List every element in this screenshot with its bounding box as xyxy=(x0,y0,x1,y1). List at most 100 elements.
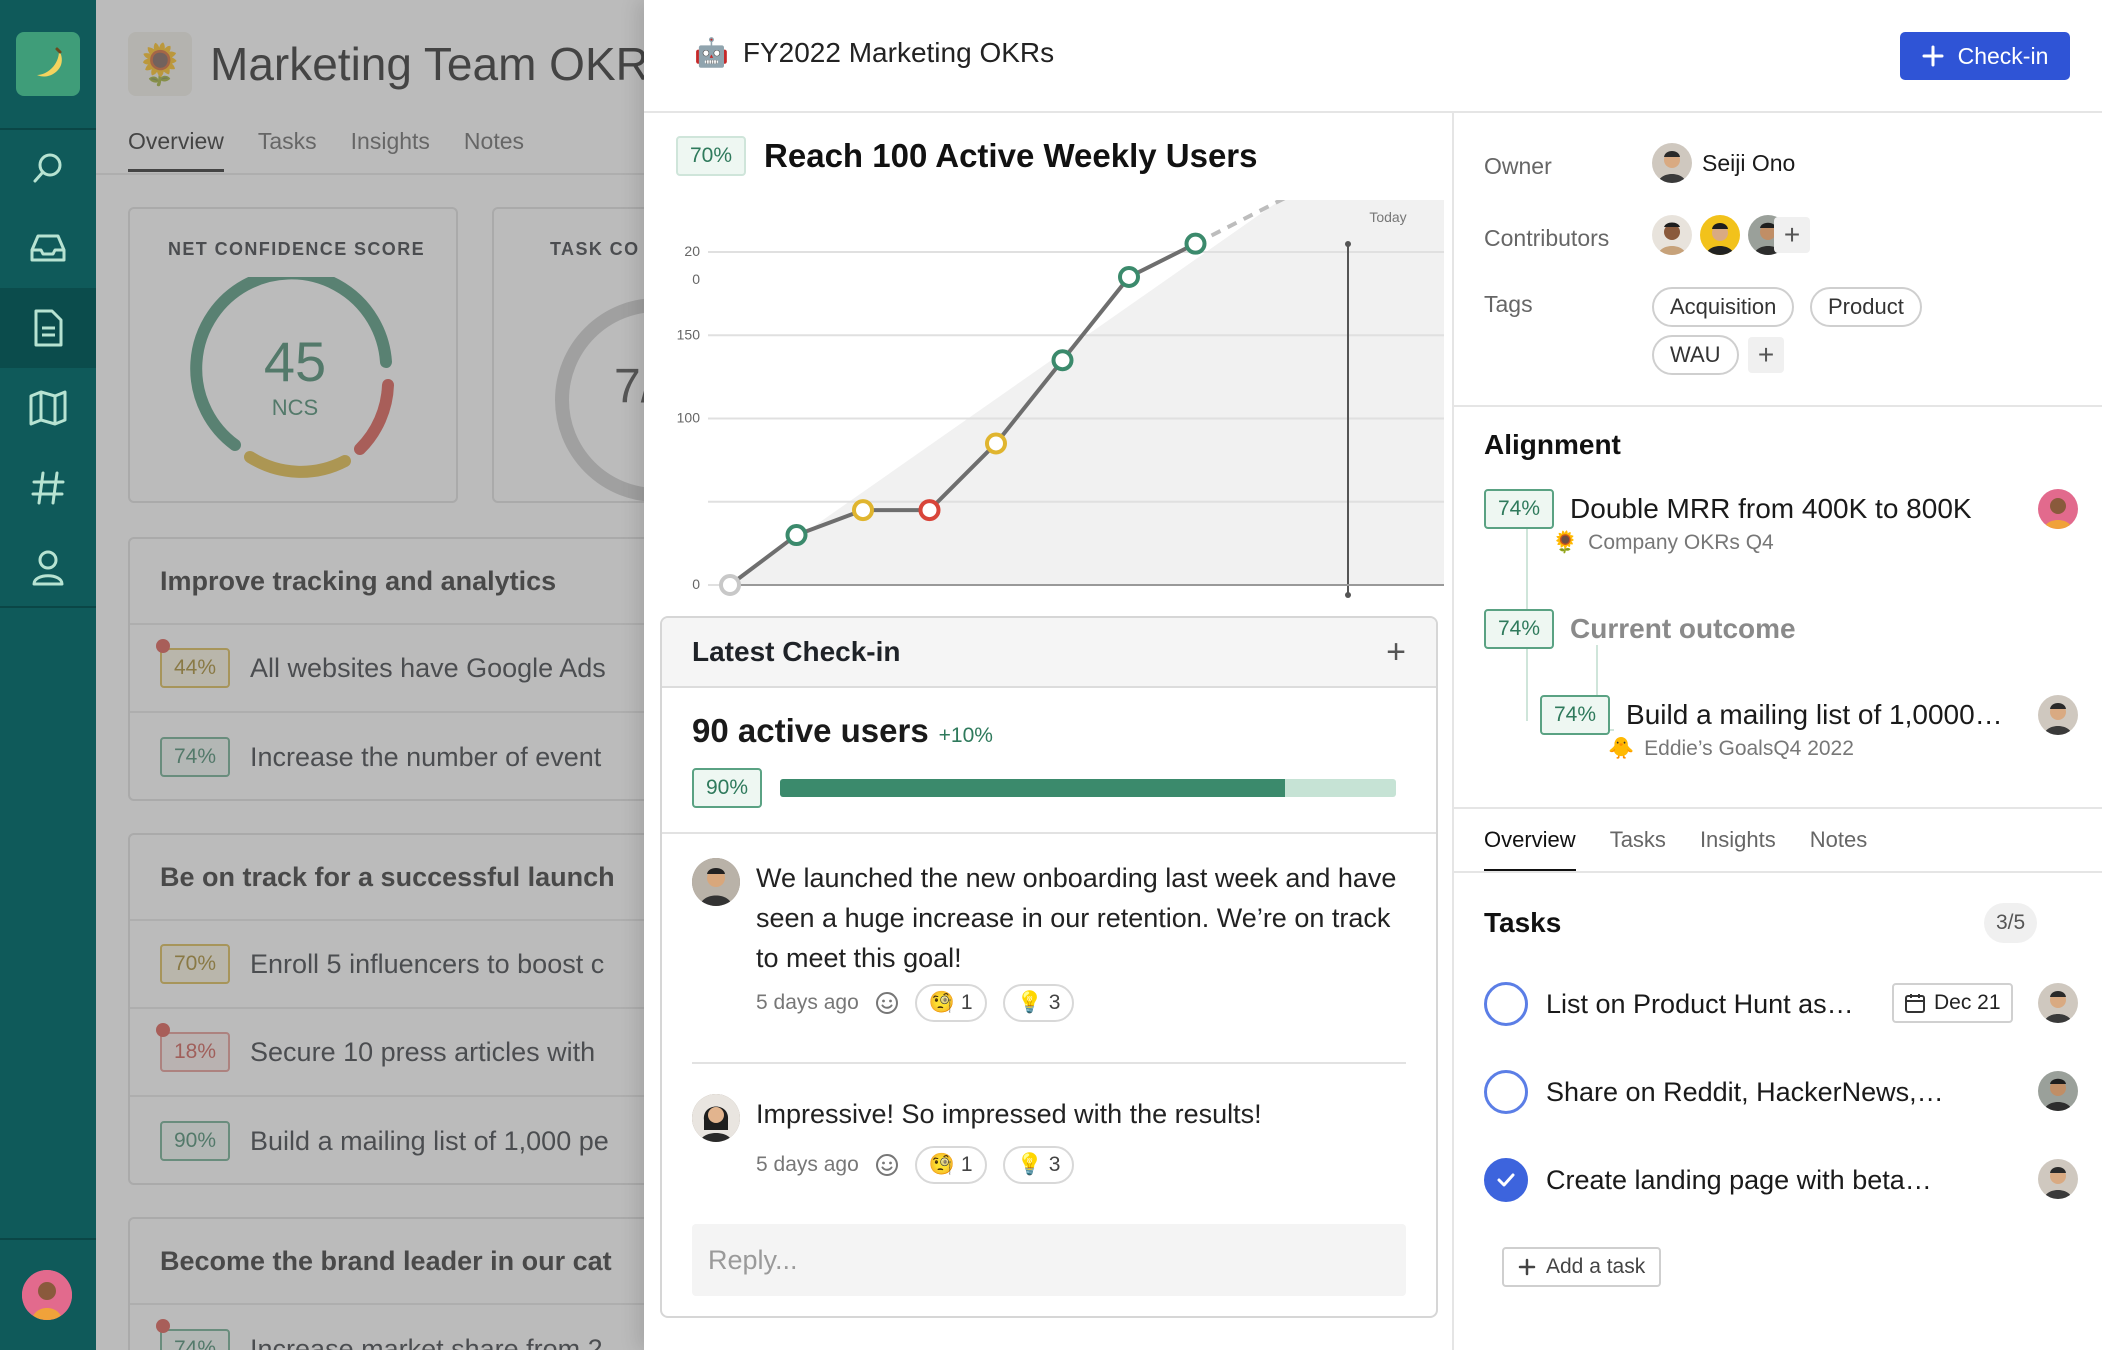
checkin-progress-bar xyxy=(780,779,1397,797)
tab-insights[interactable]: Insights xyxy=(1699,827,1776,852)
tab-tasks[interactable]: Tasks xyxy=(1609,827,1666,852)
alignment-owner-avatar xyxy=(2038,489,2078,529)
add-checkin-icon[interactable]: + xyxy=(1386,632,1406,671)
app-logo[interactable] xyxy=(16,32,80,96)
key-result-row[interactable]: 44% All websites have Google Ads xyxy=(130,625,646,713)
tab-notes[interactable]: Notes xyxy=(1809,827,1868,852)
avatar-portrait-icon xyxy=(1652,215,1692,255)
tab-notes[interactable]: Notes xyxy=(463,128,525,154)
contributors-label: Contributors xyxy=(1484,225,1610,251)
progress-chart: 20 0 150 100 0 Today xyxy=(664,85,1464,610)
nav-channels[interactable] xyxy=(0,448,96,528)
chick-emoji-icon: 🐥 xyxy=(1608,737,1635,760)
key-result-panel: 🤖 FY2022 Marketing OKRs Check-in 70% Rea… xyxy=(644,0,2102,1350)
add-contributor-button[interactable]: + xyxy=(1774,217,1810,253)
aligned-objective[interactable]: 74% Double MRR from 400K to 800K xyxy=(1484,489,1972,529)
current-outcome: 74% Current outcome xyxy=(1484,609,1796,649)
tab-insights[interactable]: Insights xyxy=(350,128,430,154)
task-assignee-avatar xyxy=(2038,1071,2078,1111)
checkin-value: 90 active users xyxy=(692,712,929,749)
nav-people[interactable] xyxy=(0,528,96,608)
data-point xyxy=(852,499,874,522)
key-result-row[interactable]: 18% Secure 10 press articles with xyxy=(130,1009,646,1097)
task-checkbox[interactable] xyxy=(1484,1158,1528,1202)
add-reaction-icon[interactable] xyxy=(875,991,899,1015)
add-reaction-icon[interactable] xyxy=(875,1153,899,1177)
contributors-list xyxy=(1652,215,1788,255)
comment-time: 5 days ago xyxy=(756,1153,859,1176)
monocle-emoji-icon: 🧐 xyxy=(928,1153,955,1176)
task-checkbox[interactable] xyxy=(1484,1070,1528,1114)
reaction-pill[interactable]: 💡 3 xyxy=(1002,984,1075,1022)
reaction-pill[interactable]: 🧐 1 xyxy=(914,1146,987,1184)
key-result-title: Increase the number of event xyxy=(250,741,602,772)
current-user-avatar[interactable] xyxy=(22,1270,72,1320)
nav-documents[interactable] xyxy=(0,288,96,368)
nav-map[interactable] xyxy=(0,368,96,448)
key-result-row[interactable]: 70% Enroll 5 influencers to boost c xyxy=(130,921,646,1009)
page-tabs: Overview Tasks Insights Notes xyxy=(128,128,524,172)
tab-overview[interactable]: Overview xyxy=(128,128,224,172)
task-name: Share on Reddit, HackerNews,… xyxy=(1546,1076,1944,1107)
tab-tasks[interactable]: Tasks xyxy=(257,128,317,154)
objective-title[interactable]: Improve tracking and analytics xyxy=(130,539,646,625)
tag-wau[interactable]: WAU xyxy=(1652,335,1739,375)
avatar-portrait-icon xyxy=(2038,983,2078,1023)
tag-product[interactable]: Product xyxy=(1810,287,1922,327)
reaction-pill[interactable]: 💡 3 xyxy=(1002,1146,1075,1184)
tag-acquisition[interactable]: Acquisition xyxy=(1652,287,1795,327)
contributor-avatar[interactable] xyxy=(1652,215,1692,255)
add-tag-button[interactable]: + xyxy=(1748,337,1784,373)
alignment-title: Double MRR from 400K to 800K xyxy=(1570,493,1972,524)
reply-input[interactable]: Reply... xyxy=(692,1224,1406,1296)
okr-overview-page: 🌻 Marketing Team OKR Overview Tasks Insi… xyxy=(96,0,646,1350)
progress-badge: 90% xyxy=(160,1121,231,1161)
avatar-portrait-icon xyxy=(2038,489,2078,529)
add-task-button[interactable]: Add a task xyxy=(1502,1247,1662,1287)
owner-name: Seiji Ono xyxy=(1702,149,1796,176)
lightbulb-emoji-icon: 💡 xyxy=(1016,991,1043,1014)
key-result-row[interactable]: 90% Build a mailing list of 1,000 pe xyxy=(130,1097,646,1183)
avatar-portrait-icon xyxy=(22,1270,72,1320)
data-point xyxy=(1184,232,1207,255)
y-tick-label: 20 xyxy=(684,243,700,259)
task-assignee-avatar xyxy=(2038,1159,2078,1199)
add-task-label: Add a task xyxy=(1546,1255,1646,1278)
latest-checkin-card: Latest Check-in + 90 active users +10% 9… xyxy=(660,616,1438,1318)
tab-overview[interactable]: Overview xyxy=(1484,827,1576,872)
data-point xyxy=(918,499,941,522)
task-row[interactable]: Share on Reddit, HackerNews,… xyxy=(1484,1067,2078,1117)
comment-text: We launched the new onboarding last week… xyxy=(756,863,1397,973)
key-result-row[interactable]: 74% Increase market share from 2 xyxy=(130,1305,646,1350)
nav-inbox[interactable] xyxy=(0,208,96,288)
key-result-title: Secure 10 press articles with xyxy=(250,1036,596,1067)
alignment-progress-badge: 74% xyxy=(1540,695,1611,735)
task-row[interactable]: List on Product Hunt as… Dec 21 xyxy=(1484,979,2078,1029)
task-checkbox[interactable] xyxy=(1484,982,1528,1026)
contributor-avatar[interactable] xyxy=(1700,215,1740,255)
task-due-date[interactable]: Dec 21 xyxy=(1892,983,2013,1023)
nav-search[interactable] xyxy=(0,128,96,208)
y-tick-label: 150 xyxy=(677,326,701,342)
projection-line xyxy=(1194,117,1441,246)
check-in-button[interactable]: Check-in xyxy=(1900,32,2070,80)
section-divider xyxy=(1454,807,2102,809)
alignment-subtitle: 🐥 Eddie’s GoalsQ4 2022 xyxy=(1608,737,1854,761)
goal-title: Reach 100 Active Weekly Users xyxy=(764,137,1258,174)
key-result-row[interactable]: 74% Increase the number of event xyxy=(130,713,646,799)
document-icon xyxy=(34,309,63,347)
confidence-score-card: NET CONFIDENCE SCORE 45 NCS xyxy=(128,207,458,503)
task-assignee-avatar xyxy=(2038,983,2078,1023)
comment-divider xyxy=(692,1062,1406,1064)
objective-title[interactable]: Be on track for a successful launch xyxy=(130,835,646,921)
task-row[interactable]: Create landing page with beta… xyxy=(1484,1155,2078,1205)
comment-text: Impressive! So impressed with the result… xyxy=(756,1099,1262,1129)
objective-title[interactable]: Become the brand leader in our cat xyxy=(130,1219,646,1305)
owner-chip[interactable]: Seiji Ono xyxy=(1652,143,1795,183)
latest-checkin-title: Latest Check-in xyxy=(692,636,901,667)
panel-breadcrumb[interactable]: 🤖 FY2022 Marketing OKRs xyxy=(694,36,1054,69)
alignment-title: Build a mailing list of 1,0000… xyxy=(1626,699,2003,730)
aligned-key-result[interactable]: 74% Build a mailing list of 1,0000… xyxy=(1540,695,2018,735)
checkin-progress-badge: 90% xyxy=(692,768,763,808)
reaction-pill[interactable]: 🧐 1 xyxy=(914,984,987,1022)
